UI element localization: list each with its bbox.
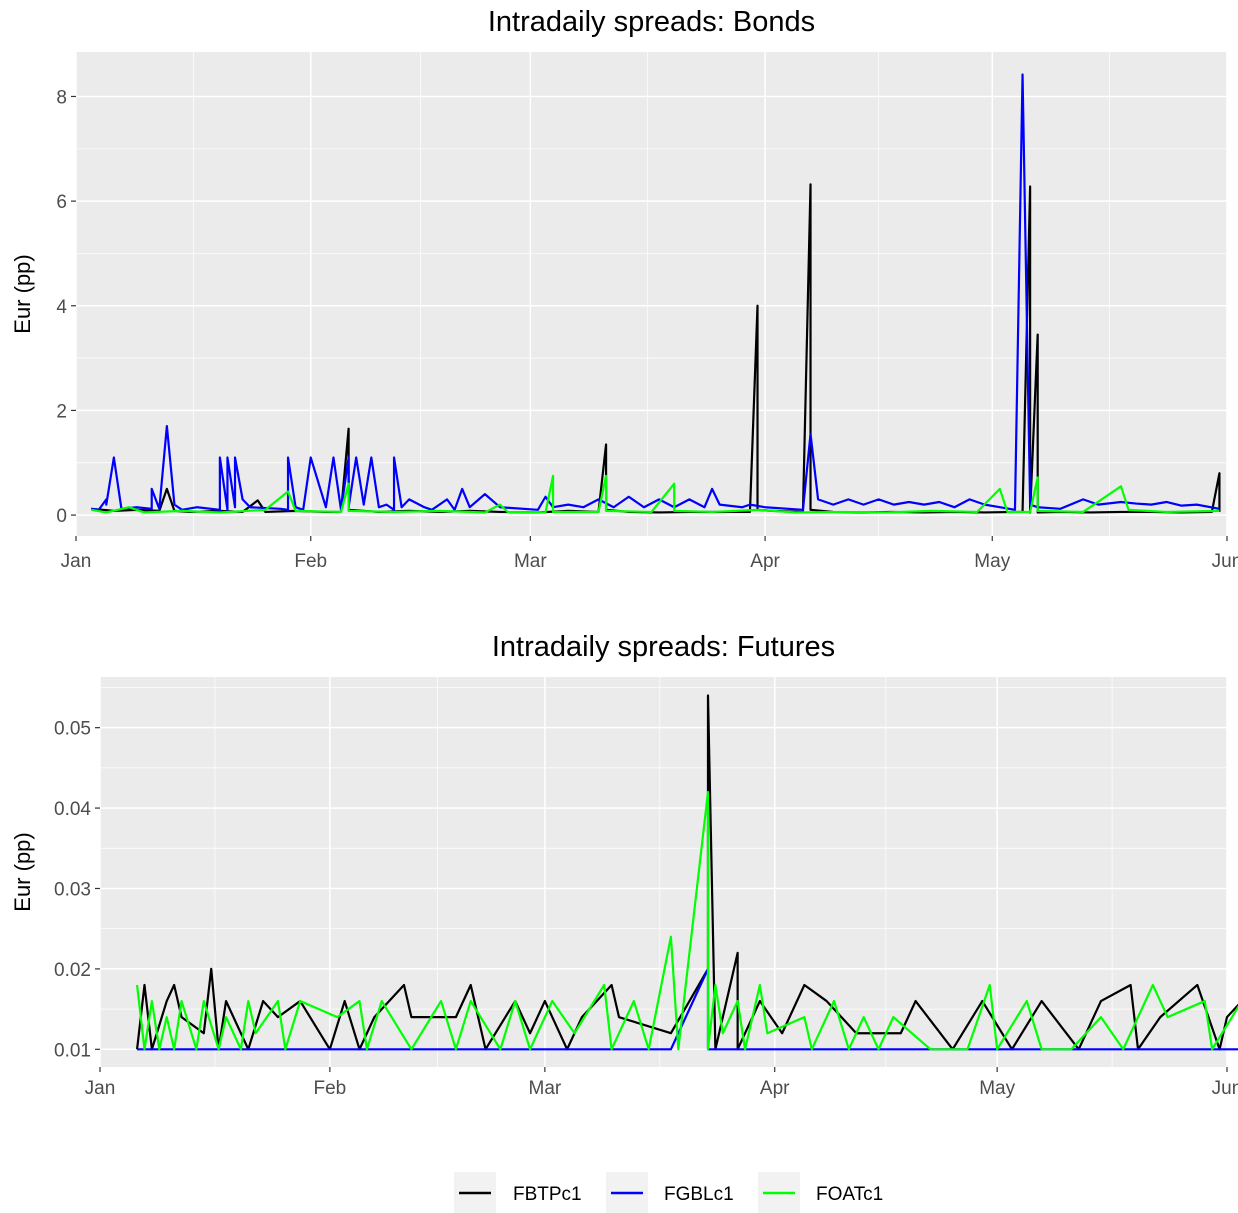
series-line-fbtpc1 xyxy=(135,694,1238,1051)
bonds-chart: Intradaily spreads: Bonds Jan Feb Mar Apr May… xyxy=(10,6,1238,572)
x-tick-label: Jun xyxy=(1212,551,1238,572)
plot-panel xyxy=(100,677,1227,1067)
x-tick-label: May xyxy=(979,1078,1015,1099)
chart-title: Intradaily spreads: Bonds xyxy=(488,6,815,38)
x-tick-label: Feb xyxy=(294,551,327,572)
x-tick-label: May xyxy=(974,551,1010,572)
y-tick-label: 4 xyxy=(56,297,67,318)
y-tick-label: 0.03 xyxy=(54,879,91,900)
x-tick-label: Jun xyxy=(1212,1078,1238,1099)
legend-label: FGBLc1 xyxy=(664,1184,734,1205)
y-tick-label: 0.02 xyxy=(54,960,91,981)
y-tick-label: 0.05 xyxy=(54,719,91,740)
x-tick-label: Jan xyxy=(61,551,92,572)
futures-chart: Intradaily spreads: Futures Jan Feb Mar Apr M… xyxy=(10,631,1238,1099)
plot-panel xyxy=(76,52,1227,536)
x-tick-label: Jan xyxy=(85,1078,116,1099)
legend: FBTPc1 FGBLc1 FOATc1 xyxy=(454,1172,883,1213)
legend-label: FOATc1 xyxy=(816,1184,883,1205)
y-tick-label: 8 xyxy=(56,87,67,108)
x-tick-label: Apr xyxy=(750,551,780,572)
y-tick-label: 0.01 xyxy=(54,1040,91,1061)
x-tick-label: Apr xyxy=(760,1078,790,1099)
y-axis-title: Eur (pp) xyxy=(10,832,35,911)
series-line-foatc1 xyxy=(135,790,1238,1051)
y-axis-title: Eur (pp) xyxy=(10,254,35,333)
series-line-fgblc1 xyxy=(90,73,1220,511)
x-tick-label: Mar xyxy=(529,1078,562,1099)
y-tick-label: 0.04 xyxy=(54,799,91,820)
y-tick-label: 2 xyxy=(56,401,67,422)
y-tick-label: 6 xyxy=(56,192,67,213)
legend-label: FBTPc1 xyxy=(513,1184,582,1205)
series-line-foatc1 xyxy=(90,474,1220,514)
x-tick-label: Feb xyxy=(313,1078,346,1099)
y-tick-label: 0 xyxy=(56,506,67,527)
chart-title: Intradaily spreads: Futures xyxy=(492,631,835,663)
x-tick-label: Mar xyxy=(514,551,547,572)
